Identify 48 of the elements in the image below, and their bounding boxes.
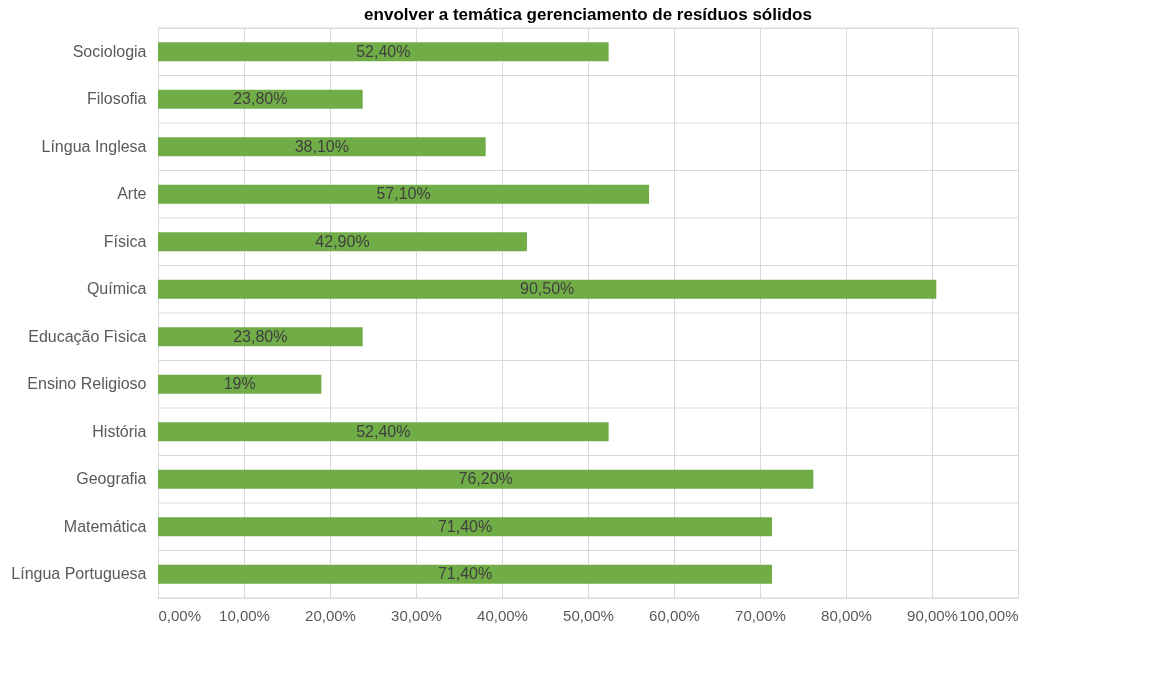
data-label: 71,40% [437,517,493,535]
x-tick-label: 80,00% [821,606,872,624]
y-tick-label: História [92,422,147,440]
y-tick-label: Sociologia [72,42,147,60]
data-label: 38,10% [294,137,349,155]
y-tick-label: Língua Inglesa [41,137,147,155]
bar [158,184,650,204]
x-tick-label: 30,00% [391,606,442,624]
y-tick-label: Arte [117,185,147,203]
data-label: 52,40% [356,422,411,440]
y-tick-label: Física [103,232,147,250]
y-tick-label: Matemática [63,517,147,535]
data-label: 90,50% [520,280,575,298]
bar [158,279,937,299]
data-label: 19% [223,375,256,393]
x-tick-label: 70,00% [735,606,786,624]
bar [158,327,363,347]
bar [158,422,609,442]
x-tick-label: 40,00% [477,606,528,624]
bar [158,232,527,252]
x-tick-label: 50,00% [563,606,614,624]
y-tick-label: Geografia [76,470,147,488]
bar [158,517,773,537]
bar [158,374,322,394]
x-tick-label: 60,00% [649,606,700,624]
x-tick-label: 20,00% [305,606,356,624]
data-label: 71,40% [437,565,493,583]
y-tick-label: Filosofia [86,90,147,108]
data-label: 52,40% [356,42,411,60]
data-label: 42,90% [315,232,370,250]
data-label: 23,80% [233,327,288,345]
y-tick-label: Língua Portuguesa [11,565,147,583]
x-tick-label: 100,00% [959,606,1019,624]
y-tick-label: Ensino Religioso [27,375,147,393]
y-tick-label: Educação Fìsica [28,327,147,345]
chart-title: envolver a temática gerenciamento de resíduos sólidos [364,4,812,24]
x-tick-label: 90,00% [907,606,958,624]
x-tick-label: 10,00% [219,606,270,624]
data-label: 23,80% [233,90,288,108]
y-tick-label: Química [86,280,147,298]
bar [158,564,773,584]
bar [158,137,486,157]
data-label: 76,20% [458,470,513,488]
x-tick-label: 0,00% [158,606,202,624]
bar [158,89,363,109]
data-label: 57,10% [376,185,431,203]
bar [158,469,814,489]
bar [158,42,609,62]
